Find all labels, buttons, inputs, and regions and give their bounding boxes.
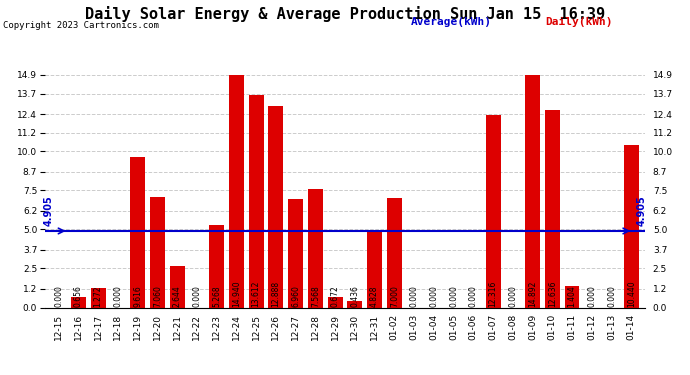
Bar (288, 199, 303, 308)
Text: Average(kWh): Average(kWh) (411, 17, 491, 27)
Text: 7.568: 7.568 (311, 285, 320, 307)
Bar (209, 225, 224, 308)
Text: 12.316: 12.316 (489, 280, 497, 307)
Bar (545, 110, 560, 308)
Bar (308, 189, 323, 308)
Text: 10.440: 10.440 (627, 280, 635, 307)
Text: 4.828: 4.828 (370, 285, 379, 307)
Text: 0.000: 0.000 (469, 285, 478, 307)
Text: 12.636: 12.636 (548, 280, 557, 307)
Bar (268, 106, 284, 308)
Bar (248, 95, 264, 308)
Bar (624, 145, 639, 308)
Text: 0.656: 0.656 (74, 285, 83, 307)
Text: Copyright 2023 Cartronics.com: Copyright 2023 Cartronics.com (3, 21, 159, 30)
Text: 0.000: 0.000 (449, 285, 458, 307)
Text: 12.888: 12.888 (271, 280, 280, 307)
Bar (130, 158, 145, 308)
Bar (328, 297, 342, 307)
Text: 0.000: 0.000 (193, 285, 201, 307)
Text: 0.436: 0.436 (351, 285, 359, 307)
Bar (229, 74, 244, 307)
Text: 14.892: 14.892 (528, 280, 537, 307)
Text: 4.905: 4.905 (43, 195, 54, 226)
Text: 1.272: 1.272 (94, 285, 103, 307)
Text: 0.000: 0.000 (429, 285, 438, 307)
Bar (367, 232, 382, 308)
Text: 5.268: 5.268 (212, 285, 221, 307)
Text: 1.404: 1.404 (568, 285, 577, 307)
Text: 4.905: 4.905 (636, 195, 647, 226)
Text: 7.000: 7.000 (390, 285, 399, 307)
Bar (387, 198, 402, 308)
Text: 0.000: 0.000 (410, 285, 419, 307)
Text: 9.616: 9.616 (133, 285, 142, 307)
Bar (150, 197, 165, 308)
Bar (91, 288, 106, 308)
Text: 0.000: 0.000 (113, 285, 122, 307)
Text: Daily(kWh): Daily(kWh) (545, 17, 613, 27)
Text: Daily Solar Energy & Average Production Sun Jan 15  16:39: Daily Solar Energy & Average Production … (85, 6, 605, 22)
Text: 0.672: 0.672 (331, 285, 339, 307)
Bar (564, 286, 580, 308)
Bar (71, 297, 86, 307)
Bar (486, 116, 500, 308)
Text: 13.612: 13.612 (252, 280, 261, 307)
Bar (525, 75, 540, 307)
Bar (348, 301, 362, 307)
Text: 0.000: 0.000 (587, 285, 596, 307)
Bar (170, 266, 184, 308)
Text: 0.000: 0.000 (55, 285, 63, 307)
Text: 6.960: 6.960 (291, 285, 300, 307)
Text: 2.644: 2.644 (172, 285, 181, 307)
Text: 0.000: 0.000 (509, 285, 518, 307)
Text: 7.060: 7.060 (153, 285, 162, 307)
Text: 0.000: 0.000 (607, 285, 616, 307)
Text: 14.940: 14.940 (232, 280, 241, 307)
